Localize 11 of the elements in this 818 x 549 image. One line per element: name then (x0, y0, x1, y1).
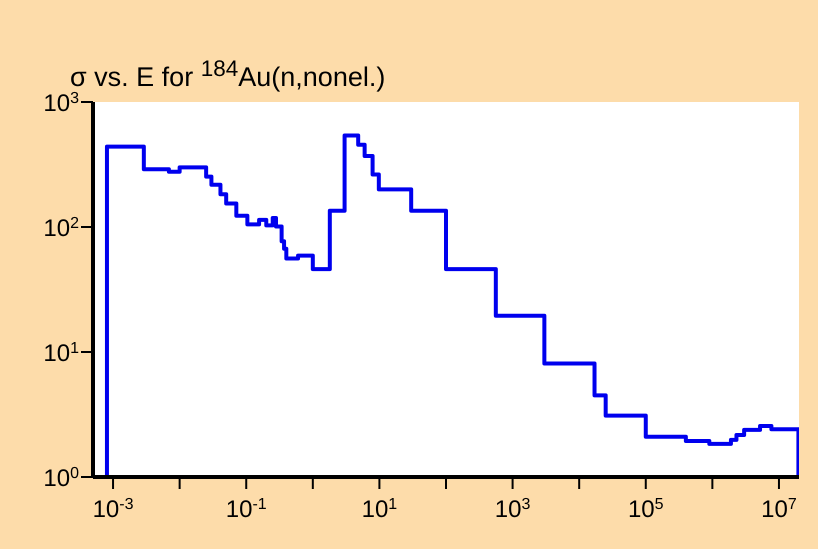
x-tick-label: 10$^{-1}$ (226, 496, 267, 523)
y-tick-label: 10$^{1}$ (43, 340, 80, 367)
y-tick-label: 10$^{0}$ (43, 464, 80, 492)
x-tick-label: 10$^{7}$ (761, 496, 797, 523)
x-tick-label: 10$^{3}$ (494, 496, 530, 523)
x-tick-label: 10$^{1}$ (362, 496, 398, 523)
y-tick-label: 10$^{3}$ (43, 90, 80, 117)
y-tick-label: 10$^{2}$ (43, 214, 80, 242)
x-tick-label: 10$^{5}$ (628, 496, 664, 523)
chart-title: σ vs. E for $^{184}$Au(n,nonel.) (70, 56, 386, 92)
x-tick-label: 10$^{-3}$ (92, 496, 134, 523)
